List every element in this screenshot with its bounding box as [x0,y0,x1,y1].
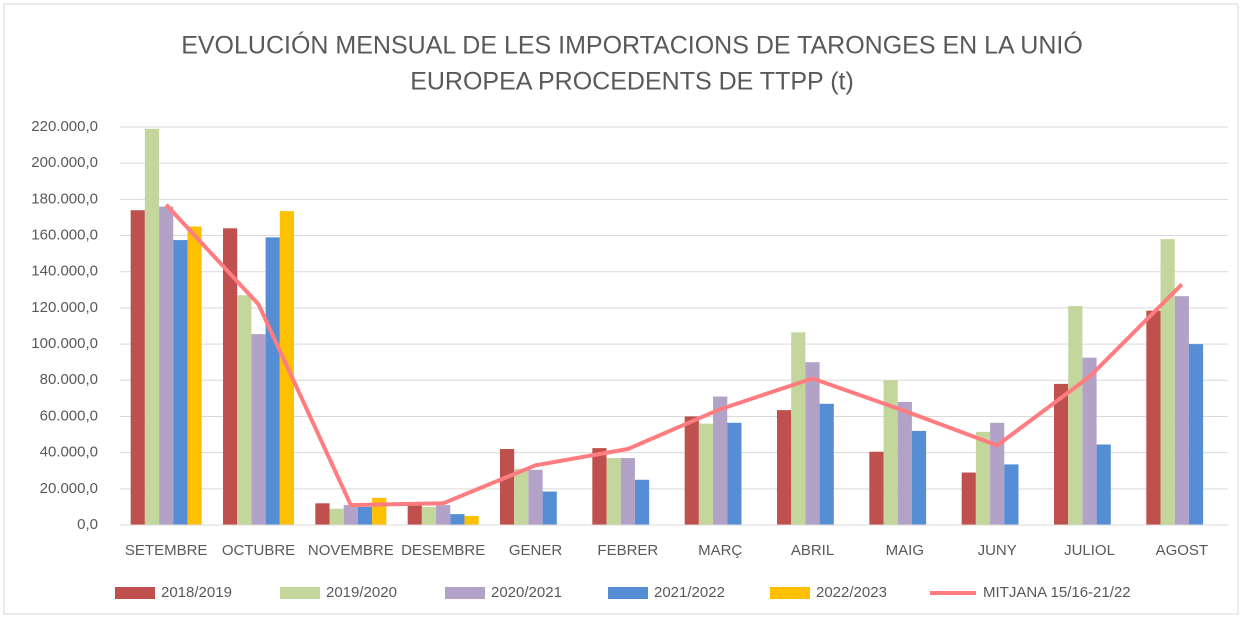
bar [130,210,145,525]
legend-swatch [770,587,810,599]
bar [819,403,834,525]
bar [1146,310,1161,525]
bar [173,240,188,525]
bar [450,514,465,525]
bar [1082,357,1097,525]
x-tick-label: FEBRER [597,542,658,559]
bar [911,430,927,525]
bar [713,396,728,525]
y-tick-label: 80.000,0 [40,371,98,388]
x-tick-label: GENER [509,542,563,559]
bar [514,468,529,525]
bar [528,469,543,525]
bar [897,401,912,525]
bar [542,491,557,525]
x-tick-label: DESEMBRE [401,542,485,559]
x-tick-label: ABRIL [791,542,834,559]
x-tick-label: OCTUBRE [222,542,295,559]
bar [1160,239,1175,525]
legend-swatch [608,587,648,599]
bar [975,431,991,525]
y-tick-label: 180.000,0 [31,190,98,207]
bar [251,334,266,525]
x-tick-label: MARÇ [698,542,742,559]
bar [592,448,607,525]
bar [727,422,742,525]
legend-label: 2020/2021 [491,584,562,601]
bar [144,128,160,526]
legend-label: MITJANA 15/16-21/22 [983,584,1131,601]
legend-swatch [445,587,485,599]
bar [1004,464,1019,525]
bar [883,380,898,525]
bar [698,423,714,525]
bar [464,515,479,525]
legend-label: 2018/2019 [161,584,232,601]
bar [777,410,792,525]
y-tick-label: 140.000,0 [31,263,98,280]
y-tick-label: 60.000,0 [40,407,98,424]
bar [315,503,330,525]
bar [620,458,635,525]
bar [357,506,373,525]
bar [1096,444,1111,525]
x-tick-label: MAIG [886,542,924,559]
bar [1068,306,1083,525]
bar [1054,383,1069,525]
bar [684,416,699,525]
x-tick-label: NOVEMBRE [308,542,394,559]
bar [791,332,806,525]
bar [237,295,252,525]
bar [372,497,387,525]
legend-label: 2021/2022 [654,584,725,601]
bar [606,458,621,525]
bar [634,479,650,525]
x-tick-label: JUNY [978,542,1017,559]
legend-label: 2019/2020 [326,584,397,601]
y-tick-label: 0,0 [77,516,98,533]
x-tick-label: SETEMBRE [125,542,208,559]
y-tick-label: 120.000,0 [31,299,98,316]
line-series [164,203,1184,508]
bar [407,505,422,525]
bar [343,505,358,525]
y-tick-label: 220.000,0 [31,118,98,135]
chart-title: EUROPEA PROCEDENTS DE TTPP (t) [410,68,854,96]
y-tick-label: 40.000,0 [40,444,98,461]
bar [421,506,437,525]
x-tick-label: AGOST [1156,542,1209,559]
y-tick-label: 160.000,0 [31,227,98,244]
y-tick-label: 200.000,0 [31,154,98,171]
bar [265,237,280,525]
bar [329,508,344,525]
bar [187,226,202,525]
legend-swatch [115,587,155,599]
legend-swatch [280,587,320,599]
bar [436,505,451,525]
y-tick-label: 100.000,0 [31,335,98,352]
y-tick-label: 20.000,0 [40,480,98,497]
bar [805,362,820,525]
bar [159,206,174,525]
bar [1188,344,1204,525]
bar [500,449,515,525]
bar [1174,296,1189,525]
legend-label: 2022/2023 [816,584,887,601]
bar [869,451,884,525]
bar [990,422,1005,525]
chart-title: EVOLUCIÓN MENSUAL DE LES IMPORTACIONS DE… [181,31,1083,60]
bar [223,228,238,526]
bar [961,472,976,525]
x-tick-label: JULIOL [1064,542,1115,559]
